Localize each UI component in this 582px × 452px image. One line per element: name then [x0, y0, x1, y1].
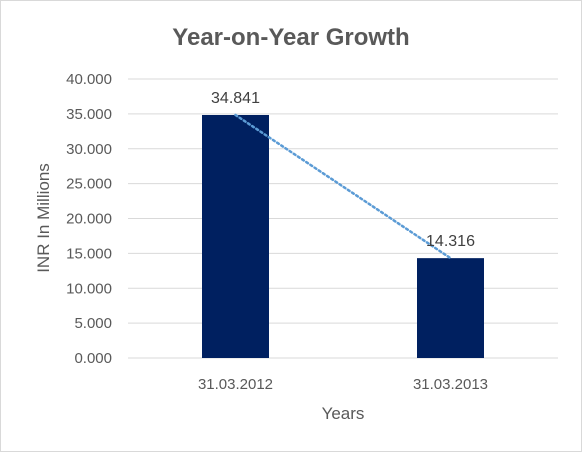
y-tick-label: 10.000 — [66, 280, 112, 297]
bars — [202, 114, 484, 358]
x-axis-title: Years — [322, 404, 365, 423]
data-label: 34.841 — [211, 90, 260, 107]
y-tick-label: 15.000 — [66, 245, 112, 262]
y-tick-label: 0.000 — [74, 350, 112, 367]
y-tick-label: 35.000 — [66, 106, 112, 123]
grid-lines — [128, 78, 558, 359]
y-tick-label: 25.000 — [66, 176, 112, 193]
data-label: 14.316 — [426, 233, 475, 250]
x-tick-label: 31.03.2012 — [198, 376, 273, 393]
y-axis-title: INR In Millions — [34, 163, 53, 273]
bar-31-03-2012 — [202, 114, 269, 358]
y-tick-label: 40.000 — [66, 71, 112, 88]
x-axis-ticks: 31.03.2012 31.03.2013 — [198, 376, 488, 393]
trendline — [234, 113, 452, 260]
y-tick-label: 5.000 — [74, 315, 112, 332]
x-tick-label: 31.03.2013 — [413, 376, 488, 393]
y-axis-ticks: 0.000 5.000 10.000 15.000 20.000 25.000 30.000… — [66, 71, 112, 367]
data-labels: 34.841 14.316 — [211, 90, 475, 250]
y-tick-label: 20.000 — [66, 211, 112, 228]
trendline-line — [234, 113, 452, 260]
bar-31-03-2013 — [417, 258, 484, 358]
y-tick-label: 30.000 — [66, 141, 112, 158]
chart-title: Year-on-Year Growth — [172, 24, 409, 51]
